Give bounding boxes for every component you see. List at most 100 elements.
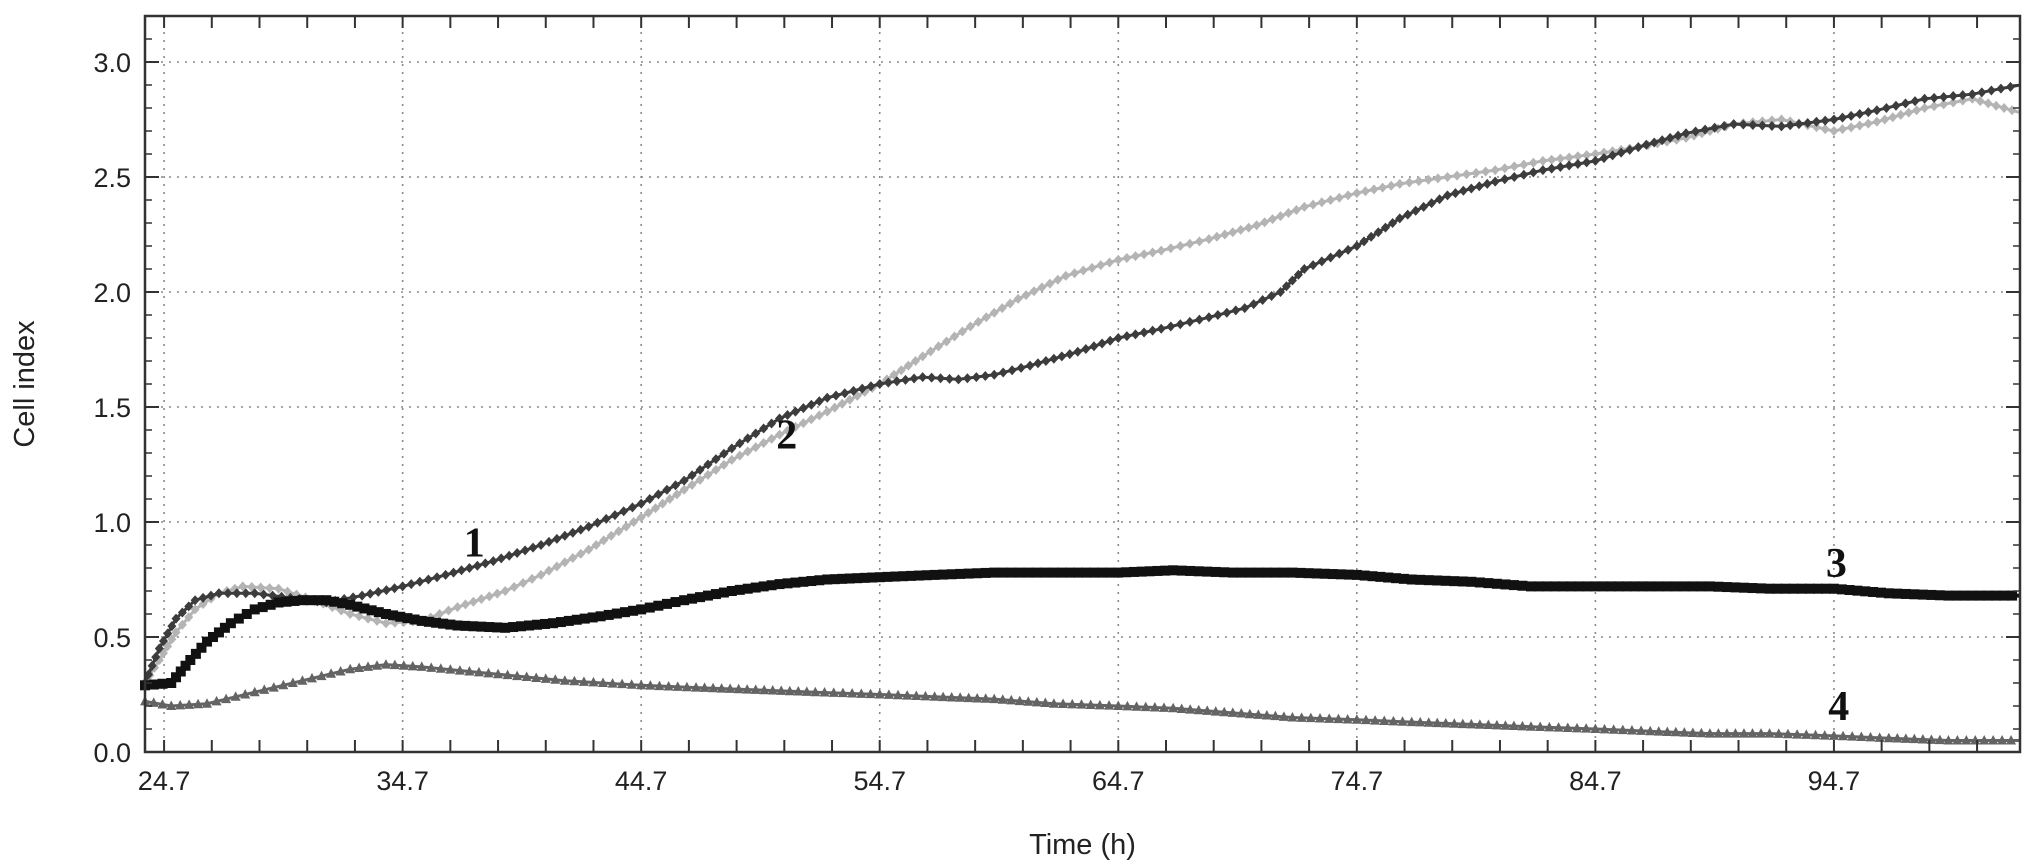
series-2-point [911,356,921,366]
series-1-point [1395,213,1405,224]
series-3-point [670,597,681,608]
series-4-point [1874,732,1885,742]
series-3-point [929,569,940,580]
series-3-point [148,679,159,690]
series-2-point [1156,245,1166,256]
series-2-point [751,442,761,453]
series-2-point [372,615,382,626]
series-2-point [1573,151,1583,162]
series-3-point [563,615,574,626]
series-3-point [829,574,840,585]
series-3-point [1449,576,1460,587]
series-3-point [532,619,543,630]
series-1-point [171,613,181,624]
series-3-point [1351,569,1362,580]
series-1-point [592,517,602,528]
series-3-point [1048,567,1059,578]
series-1-point [1113,333,1123,343]
series-4-point [1388,715,1399,726]
series-4-point [1544,721,1555,732]
series-1-point [662,484,672,495]
series-4-point [1491,719,1502,730]
series-4-point [1696,727,1707,738]
y-tick-label: 2.0 [93,278,131,308]
series-label-2: 2 [776,412,797,458]
series-4-point [1305,712,1316,723]
series-4-point [259,684,270,694]
series-4-point [742,684,753,694]
series-3-point [1423,575,1434,586]
series-1-point [980,370,990,381]
series-1-point [627,502,637,513]
series-4-point [1423,717,1434,727]
series-4-point [801,686,812,696]
series-1-point [1838,112,1848,123]
series-4-point [1253,709,1264,719]
series-4-point [175,699,186,710]
series-3-point [611,608,622,619]
y-tick-label: 1.0 [93,508,131,538]
series-2-point [568,553,578,564]
series-3-point [1852,585,1863,596]
series-4-point [776,685,787,695]
series-1-point [147,660,157,671]
series-3-point [1662,581,1673,592]
series-3-point [1550,581,1561,592]
x-tick-label: 94.7 [1808,766,1861,796]
series-2-point [552,561,562,572]
series-3-point [225,618,236,629]
series-2-point [1481,166,1491,177]
series-1-point [464,563,474,573]
series-1-point [1528,167,1538,178]
series-2-point [1268,214,1278,225]
series-2-point [782,425,792,436]
series-3-point [619,607,630,618]
series-1-point [423,574,433,585]
series-2-point [965,321,975,332]
series-4-point [1449,718,1460,728]
series-3-point [1836,584,1847,595]
series-4-point [2006,735,2017,745]
series-4-point [1917,734,1928,744]
series-1-point [1240,303,1250,314]
series-2-point [727,454,737,465]
series-2-point [903,360,913,371]
series-3-point [452,620,463,631]
series-3-point [1253,567,1264,578]
series-3-point [431,617,442,628]
series-4-point [1713,728,1724,738]
series-4-point [617,678,628,689]
series-3-point [257,602,268,613]
series-3-point [1991,590,2002,601]
series-4-point [1483,719,1494,730]
series-1-point [1380,222,1390,233]
series-4-point [1865,731,1876,742]
series-2-point [1175,241,1185,251]
series-1-point [232,588,242,599]
series-3-point [1756,583,1767,594]
series-4-point [1988,735,1999,745]
series-4-point [828,687,839,697]
series-3-point [874,572,885,583]
series-3-point [241,609,252,619]
series-1-point [1122,331,1132,342]
series-3-point [1637,581,1648,592]
series-4-point [865,688,876,699]
series-4-point [1159,702,1170,712]
series-2-point [1236,224,1246,235]
series-3-point [1391,573,1402,584]
series-3-point [1023,567,1034,578]
series-1-point [1281,281,1291,292]
series-4-point [1599,723,1610,734]
series-2-point [1855,120,1865,131]
series-3-point [1056,567,1067,578]
series-4-point [750,684,761,694]
series-3-point [972,568,983,579]
series-3-point [1926,589,1937,600]
series-1-point [1466,183,1476,194]
series-2-point [1360,186,1370,197]
series-4-point [1883,732,1894,743]
series-4-point [464,666,475,676]
series-4-point [1379,715,1390,725]
